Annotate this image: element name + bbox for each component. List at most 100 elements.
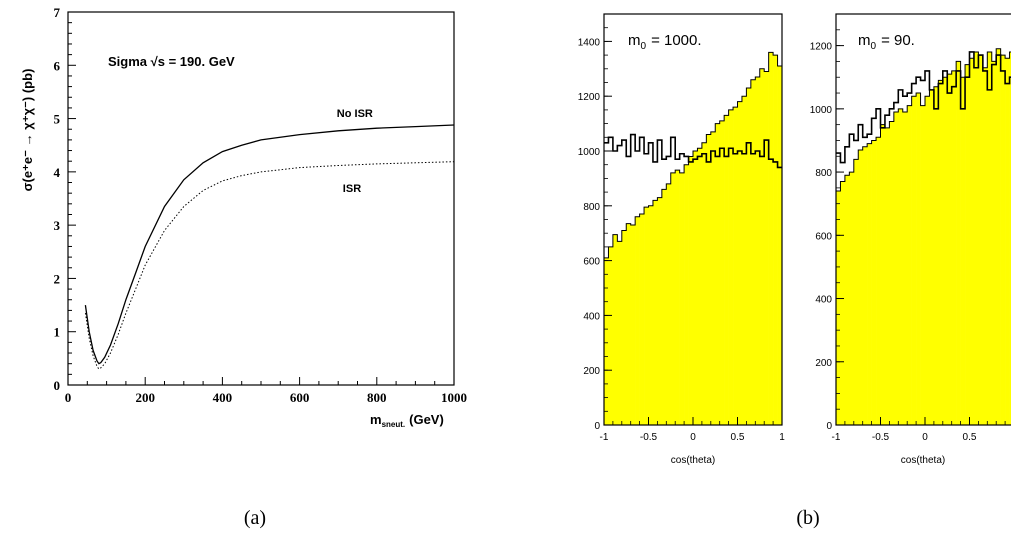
histogram-bar bbox=[728, 109, 734, 426]
histogram-bar bbox=[675, 170, 680, 425]
histogram-bar bbox=[884, 127, 890, 425]
histogram-bar bbox=[697, 148, 703, 425]
histogram-bar bbox=[621, 230, 627, 425]
histogram-bar bbox=[777, 66, 783, 425]
histogram-bar bbox=[889, 121, 895, 426]
panel-label-b: (b) bbox=[796, 507, 819, 529]
histogram-bar bbox=[701, 142, 707, 425]
annotation-sub: 0 bbox=[871, 41, 877, 52]
histogram-bar bbox=[996, 48, 1001, 425]
histogram-bar bbox=[978, 55, 984, 425]
y-tick-label-7: 1400 bbox=[578, 37, 601, 48]
series-line-no-isr bbox=[84, 124, 455, 365]
histogram-bar bbox=[746, 87, 752, 425]
x-tick-label-1: -0.5 bbox=[872, 432, 890, 443]
histogram-bar bbox=[733, 107, 738, 425]
y-tick-label-2: 400 bbox=[815, 295, 832, 306]
annotation-value: = 90. bbox=[881, 32, 915, 49]
histogram-bar bbox=[768, 52, 774, 426]
histogram-filled-edge bbox=[603, 51, 782, 425]
y-tick-label-0: 0 bbox=[594, 421, 600, 432]
histogram-bar bbox=[880, 124, 886, 426]
annotation-main: m bbox=[858, 32, 871, 49]
histogram-bar bbox=[679, 172, 685, 425]
histogram-bar bbox=[911, 96, 917, 425]
histogram-step-line bbox=[604, 133, 782, 169]
y-axis-label: σ(e⁺e⁻ → χ⁺χ⁻) (pb) bbox=[20, 69, 35, 192]
histogram-bar bbox=[1005, 58, 1010, 425]
histogram-bar bbox=[973, 51, 979, 425]
x-tick-label-0: -1 bbox=[600, 432, 609, 443]
histogram-bar bbox=[724, 115, 729, 425]
histogram-bar bbox=[706, 134, 712, 425]
x-axis-label-sub: sneut. bbox=[382, 420, 406, 429]
histogram-bar bbox=[666, 183, 672, 425]
histogram-bar bbox=[715, 123, 720, 425]
histogram-bar bbox=[987, 51, 993, 425]
histogram-bar bbox=[916, 93, 921, 425]
axis-ticks: 0 200 400 600 800 1000 0 1 2 3 4 5 6 7 bbox=[54, 5, 468, 405]
annotation-value: = 1000. bbox=[651, 32, 701, 49]
x-tick-label-3: 0.5 bbox=[963, 432, 977, 443]
histogram-bar bbox=[982, 67, 988, 425]
histogram-bar bbox=[871, 140, 877, 425]
histogram-outline bbox=[604, 133, 782, 169]
histogram-bar bbox=[759, 68, 765, 426]
histogram-bar bbox=[867, 143, 872, 425]
histogram-bar bbox=[612, 234, 618, 425]
histogram-annotation: m0 = 1000. bbox=[628, 32, 702, 52]
x-tick-label-4: 1 bbox=[779, 432, 785, 443]
histogram-bar bbox=[710, 131, 716, 425]
y-tick-label-1: 200 bbox=[583, 366, 600, 377]
histogram-bar bbox=[902, 112, 908, 425]
x-axis-label-main: m bbox=[370, 412, 382, 427]
histogram-bar bbox=[773, 55, 778, 425]
y-tick-label-4: 800 bbox=[583, 202, 600, 213]
annotation-sub: 0 bbox=[641, 41, 647, 52]
y-tick-label-3: 600 bbox=[815, 231, 832, 242]
panel-label-a: (a) bbox=[244, 507, 266, 529]
histogram-bar bbox=[644, 207, 649, 425]
histogram-bar bbox=[840, 181, 846, 425]
histogram-bar bbox=[608, 246, 614, 425]
histogram-bar bbox=[965, 64, 970, 425]
histogram-bar bbox=[858, 149, 863, 425]
histogram-bar bbox=[661, 189, 667, 425]
histogram-bar bbox=[960, 77, 966, 425]
histogram-bar bbox=[898, 108, 904, 425]
x-axis-label: cos(theta) bbox=[671, 455, 715, 466]
axis-ticks: -1 -0.5 0 0.5 0 200 400 600 800 1000 1200 bbox=[810, 13, 1006, 443]
histogram-bar bbox=[639, 214, 645, 425]
histogram-bar bbox=[893, 112, 899, 425]
histogram-filled-bars bbox=[835, 48, 1011, 426]
annotation-main: m bbox=[628, 32, 641, 49]
histogram-bar bbox=[648, 205, 654, 425]
histogram-bar bbox=[862, 146, 868, 425]
y-tick-label-2: 2 bbox=[54, 271, 61, 286]
histogram-bar bbox=[684, 164, 689, 425]
histogram-bar bbox=[719, 120, 725, 426]
cross-section-chart: 0 200 400 600 800 1000 0 1 2 3 4 5 6 7 Sigma √s = 190… bbox=[20, 5, 467, 429]
histogram-bar bbox=[956, 61, 961, 426]
series-line-isr bbox=[84, 161, 455, 370]
histogram-bar bbox=[933, 86, 939, 425]
histogram-bar bbox=[626, 223, 631, 425]
histogram-bar bbox=[929, 89, 935, 425]
histogram-bar bbox=[876, 137, 881, 426]
histogram-bar bbox=[617, 241, 623, 425]
x-tick-label-0: -1 bbox=[832, 432, 841, 443]
histogram-annotation: m0 = 90. bbox=[858, 32, 915, 52]
y-tick-label-1: 1 bbox=[54, 325, 61, 340]
histogram-filled-bars bbox=[603, 51, 783, 426]
histogram-bar bbox=[853, 159, 859, 425]
chart-title: Sigma √s = 190. GeV bbox=[108, 54, 235, 69]
x-tick-label-3: 600 bbox=[290, 390, 310, 405]
x-tick-label-2: 400 bbox=[213, 390, 233, 405]
histogram-bar bbox=[670, 172, 676, 425]
histogram-bar bbox=[750, 79, 756, 425]
axis-ticks: -1 -0.5 0 0.5 1 0 200 400 600 800 1000 1200 1400 bbox=[578, 13, 785, 443]
x-tick-label-1: -0.5 bbox=[640, 432, 658, 443]
x-axis-label: cos(theta) bbox=[901, 455, 945, 466]
histogram-bar bbox=[969, 58, 975, 425]
